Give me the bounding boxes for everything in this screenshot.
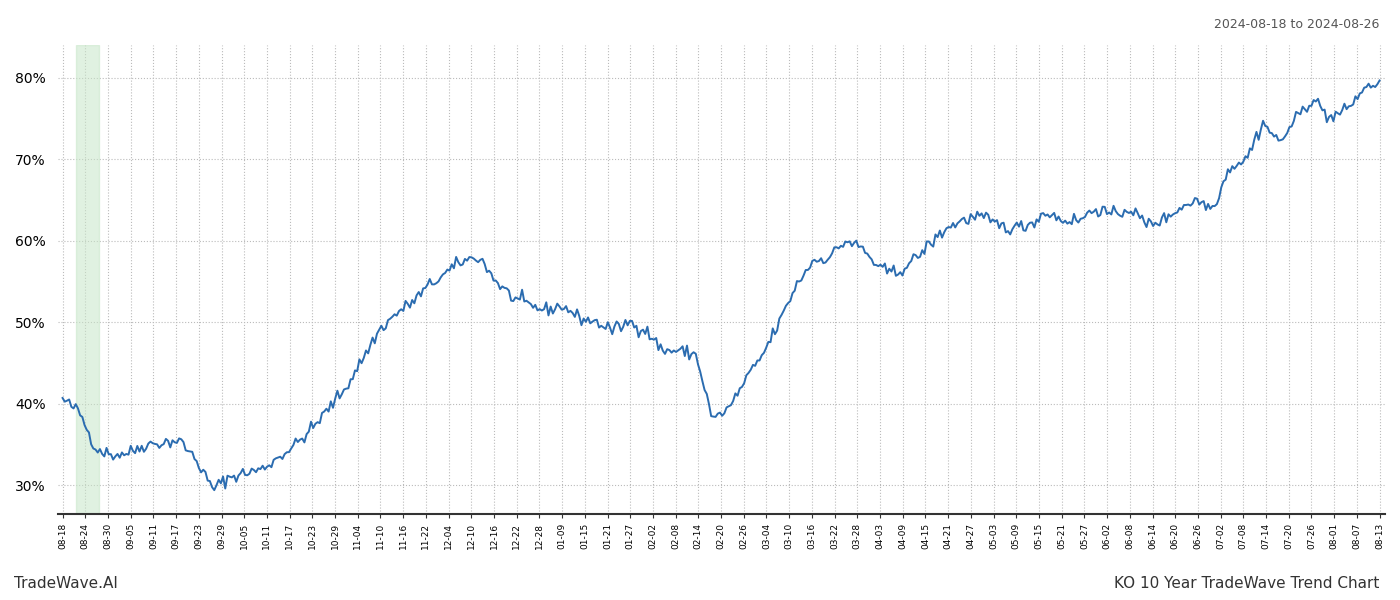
- Text: TradeWave.AI: TradeWave.AI: [14, 576, 118, 591]
- Text: KO 10 Year TradeWave Trend Chart: KO 10 Year TradeWave Trend Chart: [1113, 576, 1379, 591]
- Bar: [76, 45, 99, 514]
- Text: 2024-08-18 to 2024-08-26: 2024-08-18 to 2024-08-26: [1214, 18, 1379, 31]
